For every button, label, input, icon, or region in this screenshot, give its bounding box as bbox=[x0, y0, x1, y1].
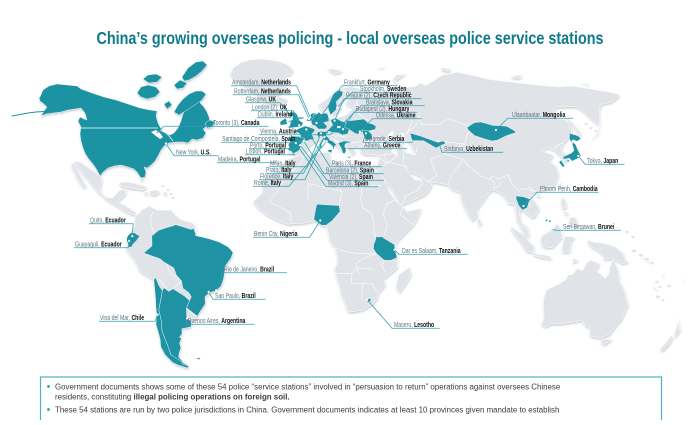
svg-text:Amsterdam, Netherlands: Amsterdam, Netherlands bbox=[232, 79, 292, 87]
svg-text:Vina del Mar, Chile: Vina del Mar, Chile bbox=[100, 315, 145, 323]
svg-text:Government documents shows som: Government documents shows some of these… bbox=[55, 383, 561, 392]
svg-text:Rotterdam, Netherlands: Rotterdam, Netherlands bbox=[234, 88, 291, 96]
svg-text:Bratislava, Slovakia: Bratislava, Slovakia bbox=[366, 99, 413, 107]
svg-text:Ulaanbaatar, Mongolia: Ulaanbaatar, Mongolia bbox=[512, 112, 566, 120]
svg-text:Toronto (3), Canada: Toronto (3), Canada bbox=[213, 120, 260, 128]
svg-text:Dar es Salaam, Tanzania: Dar es Salaam, Tanzania bbox=[402, 248, 461, 256]
svg-text:Rio de Janeiro, Brazil: Rio de Janeiro, Brazil bbox=[224, 266, 274, 274]
svg-text:Barcelona (2), Spain: Barcelona (2), Spain bbox=[326, 167, 374, 175]
svg-text:Guayaquil, Ecuador: Guayaquil, Ecuador bbox=[75, 241, 122, 249]
svg-text:Madrid (3), Spain: Madrid (3), Spain bbox=[328, 180, 369, 188]
svg-text:Porto, Portugal: Porto, Portugal bbox=[250, 142, 286, 150]
svg-text:Tokyo, Japan: Tokyo, Japan bbox=[587, 158, 618, 166]
svg-text:Rome, Italy: Rome, Italy bbox=[254, 180, 281, 188]
svg-text:Buenos Aires, Argentina: Buenos Aires, Argentina bbox=[188, 318, 246, 326]
svg-text:Florence, Italy: Florence, Italy bbox=[260, 173, 294, 181]
svg-text:Frankfurt, Germany: Frankfurt, Germany bbox=[344, 79, 390, 87]
svg-text:Dublin, Ireland: Dublin, Ireland bbox=[258, 111, 293, 119]
svg-text:New York, U.S.: New York, U.S. bbox=[176, 149, 211, 157]
svg-text:Budapest (2), Hungary: Budapest (2), Hungary bbox=[356, 106, 410, 114]
svg-text:Maseru, Lesotho: Maseru, Lesotho bbox=[394, 322, 434, 330]
svg-text:Milan, Italy: Milan, Italy bbox=[270, 160, 296, 168]
svg-text:Vienna, Austria: Vienna, Austria bbox=[260, 128, 297, 136]
svg-text:Odessa, Ukraine: Odessa, Ukraine bbox=[376, 112, 416, 120]
svg-text:Prague (2), Czech Republic: Prague (2), Czech Republic bbox=[346, 92, 412, 100]
svg-text:Belgrade, Serbia: Belgrade, Serbia bbox=[365, 136, 405, 144]
svg-text:Seri Begawan, Brunei: Seri Begawan, Brunei bbox=[563, 224, 615, 232]
svg-text:China’s growing overseas polic: China’s growing overseas policing - loca… bbox=[96, 28, 603, 48]
svg-text:Sirdaryo, Uzbekistan: Sirdaryo, Uzbekistan bbox=[444, 146, 494, 154]
svg-text:Prato, Italy: Prato, Italy bbox=[266, 167, 292, 175]
svg-text:Madeira, Portugal: Madeira, Portugal bbox=[218, 156, 261, 164]
svg-text:Glasgow, UK: Glasgow, UK bbox=[246, 96, 277, 104]
svg-text:Paris (3), France: Paris (3), France bbox=[332, 160, 372, 168]
svg-text:residents, constituting illega: residents, constituting illegal policing… bbox=[55, 393, 290, 402]
svg-text:Quito, Ecuador: Quito, Ecuador bbox=[90, 217, 126, 225]
svg-text:London (2), UK: London (2), UK bbox=[252, 104, 288, 112]
svg-text:Valencia (2), Spain: Valencia (2), Spain bbox=[329, 174, 373, 182]
svg-text:Stockholm, Sweden: Stockholm, Sweden bbox=[360, 86, 407, 94]
svg-text:Benin City, Nigeria: Benin City, Nigeria bbox=[254, 231, 298, 239]
svg-text:Phnom Penh, Cambodia: Phnom Penh, Cambodia bbox=[540, 186, 598, 194]
svg-text:Athens, Greece: Athens, Greece bbox=[364, 142, 401, 150]
svg-text:Santiago de Compostela, Spain: Santiago de Compostela, Spain bbox=[222, 136, 296, 144]
svg-text:Sao Paulo, Brazil: Sao Paulo, Brazil bbox=[215, 293, 256, 301]
svg-text:Lisbon, Portugal: Lisbon, Portugal bbox=[246, 148, 285, 156]
svg-text:These 54 stations are run by t: These 54 stations are run by two police … bbox=[55, 406, 559, 415]
